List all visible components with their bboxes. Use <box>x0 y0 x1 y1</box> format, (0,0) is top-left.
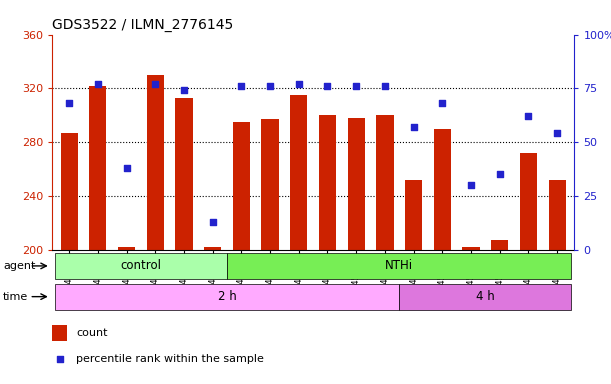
Bar <box>319 115 336 250</box>
Bar <box>55 253 227 279</box>
Point <box>323 83 332 89</box>
Point <box>495 171 505 177</box>
Bar <box>399 284 571 310</box>
Bar <box>520 153 537 250</box>
Bar <box>491 240 508 250</box>
Bar <box>233 122 250 250</box>
Bar <box>376 115 393 250</box>
Bar <box>89 86 106 250</box>
Text: GDS3522 / ILMN_2776145: GDS3522 / ILMN_2776145 <box>52 18 233 32</box>
Text: NTHi: NTHi <box>385 260 413 272</box>
Point <box>380 83 390 89</box>
Point <box>208 218 218 225</box>
Point <box>409 124 419 130</box>
Bar <box>175 98 192 250</box>
Point <box>437 100 447 106</box>
Text: percentile rank within the sample: percentile rank within the sample <box>76 354 264 364</box>
Point <box>122 165 131 171</box>
Point <box>150 81 160 87</box>
Bar <box>463 247 480 250</box>
Bar <box>52 325 67 341</box>
Text: 4 h: 4 h <box>476 290 495 303</box>
Bar <box>290 95 307 250</box>
Text: control: control <box>120 260 161 272</box>
Point <box>294 81 304 87</box>
Point <box>179 88 189 94</box>
Point <box>55 356 65 362</box>
Point <box>236 83 246 89</box>
Bar <box>118 247 135 250</box>
Point <box>466 182 476 188</box>
Text: time: time <box>3 291 28 302</box>
Point <box>552 131 562 137</box>
Bar <box>434 129 451 250</box>
Bar <box>348 118 365 250</box>
Bar <box>262 119 279 250</box>
Point <box>524 113 533 119</box>
Point <box>93 81 103 87</box>
Text: agent: agent <box>3 261 35 271</box>
Bar <box>147 75 164 250</box>
Bar <box>55 284 399 310</box>
Text: 2 h: 2 h <box>218 290 236 303</box>
Bar <box>227 253 571 279</box>
Point <box>64 100 74 106</box>
Bar <box>60 133 78 250</box>
Point <box>351 83 361 89</box>
Bar <box>204 247 221 250</box>
Bar <box>405 180 422 250</box>
Bar <box>549 180 566 250</box>
Point <box>265 83 275 89</box>
Text: count: count <box>76 328 108 338</box>
